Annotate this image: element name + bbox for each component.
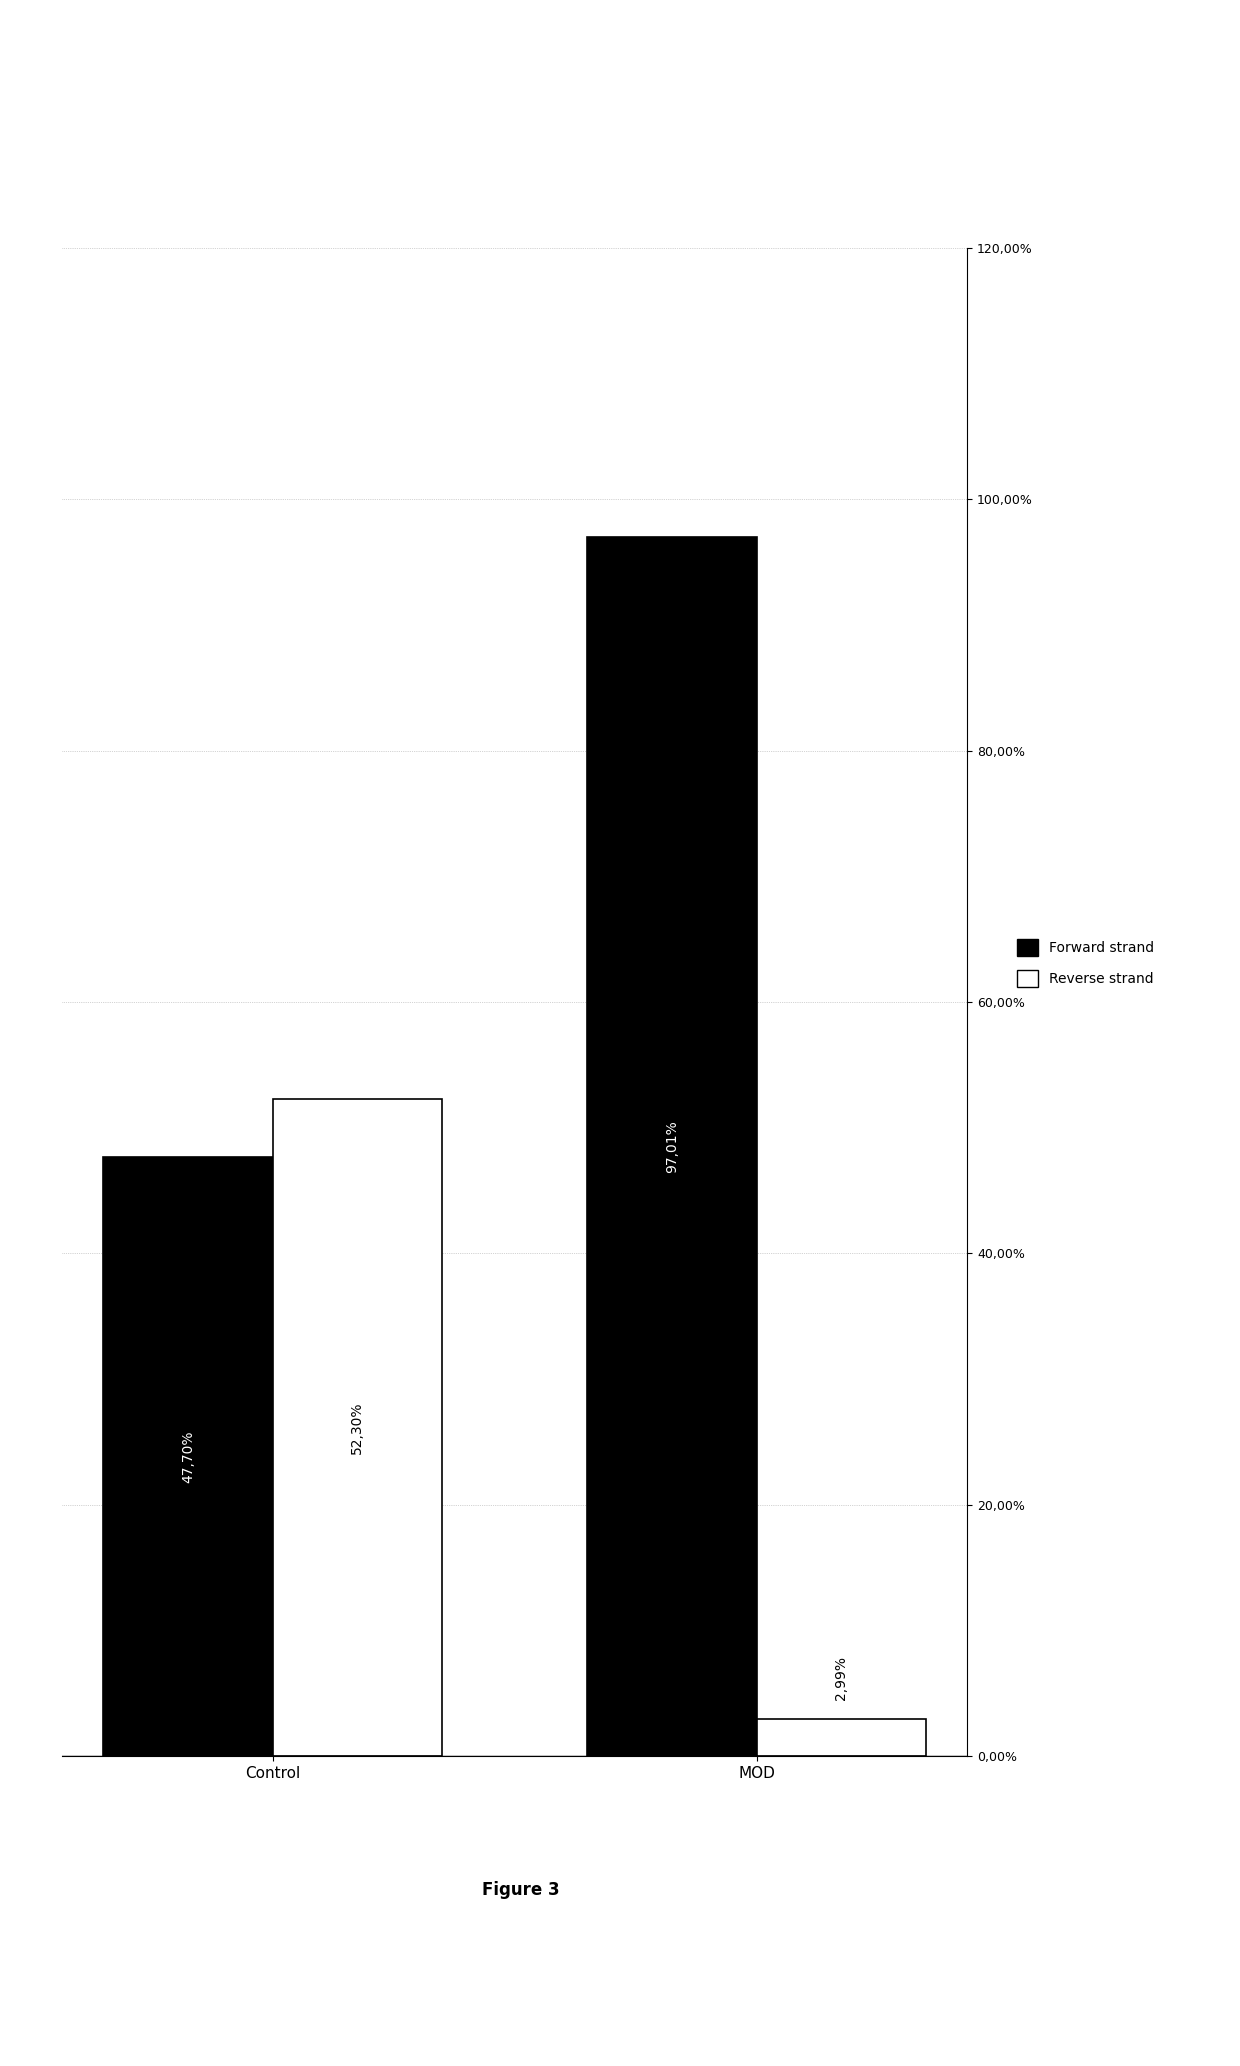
Text: 47,70%: 47,70% — [181, 1430, 195, 1483]
Legend: Forward strand, Reverse strand: Forward strand, Reverse strand — [1011, 934, 1159, 992]
Bar — [588, 537, 756, 1756]
Bar — [103, 1157, 273, 1756]
Text: 2,99%: 2,99% — [835, 1655, 848, 1700]
Text: 97,01%: 97,01% — [665, 1120, 680, 1173]
Bar — [273, 1099, 441, 1756]
Text: Figure 3: Figure 3 — [482, 1882, 559, 1899]
Text: 52,30%: 52,30% — [350, 1401, 365, 1454]
Bar — [756, 1719, 926, 1756]
